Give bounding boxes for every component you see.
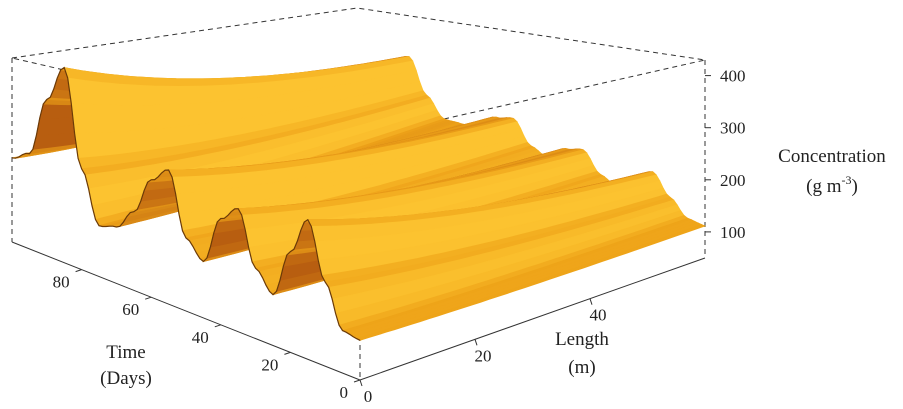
x-axis-label-line2: (m) xyxy=(568,357,595,378)
x-axis-label: Length (m) xyxy=(555,329,609,378)
tick-mark xyxy=(353,379,361,383)
box-bottom-front-edge xyxy=(359,257,706,381)
z-tick-label: 200 xyxy=(720,171,746,190)
z-axis-label: Concentration (g m-3) xyxy=(778,146,886,197)
tick-mark xyxy=(75,269,82,273)
tick-mark xyxy=(589,298,593,305)
tick-mark xyxy=(284,351,291,355)
y-axis-label-line1: Time xyxy=(106,342,145,363)
y-axis-label: Time (Days) xyxy=(100,342,152,389)
x-tick-label: 20 xyxy=(475,346,492,365)
box-bottom-left-edge xyxy=(11,241,361,381)
z-tick-label: 100 xyxy=(720,223,746,242)
tick-mark xyxy=(145,296,152,300)
z-axis-label-line2: (g m-3) xyxy=(806,173,858,197)
y-tick-label: 80 xyxy=(53,273,70,292)
y-tick-label: 20 xyxy=(261,355,278,374)
concentration-surface xyxy=(11,55,707,341)
tick-mark xyxy=(474,339,478,346)
z-axis-label-line1: Concentration xyxy=(778,146,886,167)
y-tick-label: 0 xyxy=(340,383,349,402)
y-axis-label-line2: (Days) xyxy=(100,368,152,389)
surface-left-profile xyxy=(11,66,361,341)
x-tick-label: 40 xyxy=(590,306,607,325)
z-tick-label: 300 xyxy=(720,119,746,138)
tick-mark xyxy=(214,324,221,328)
y-tick-label: 40 xyxy=(192,328,209,347)
x-tick-label: 0 xyxy=(364,387,373,406)
tick-mark xyxy=(359,379,363,387)
x-axis-label-line1: Length xyxy=(555,329,609,350)
z-tick-label: 400 xyxy=(720,67,746,86)
y-tick-label: 60 xyxy=(122,300,139,319)
surface-strip xyxy=(355,224,707,341)
